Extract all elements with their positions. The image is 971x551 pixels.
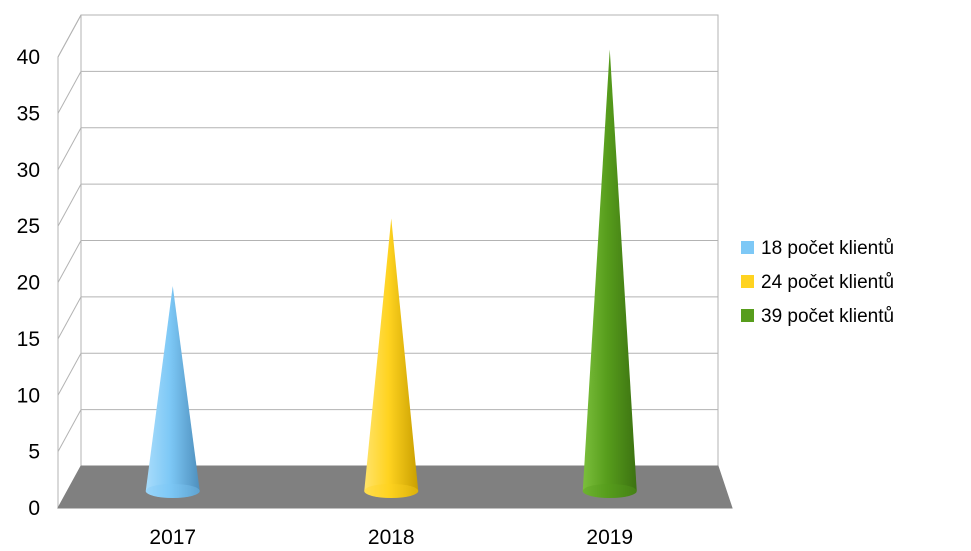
y-axis: 0 5 10 15 20 25 30 35 40 (17, 46, 40, 520)
x-tick-label: 2017 (149, 526, 196, 549)
x-axis: 2017 2018 2019 (149, 526, 633, 549)
gridline-side (57, 296, 82, 340)
gridline-side (57, 183, 82, 227)
y-tick-label: 35 (17, 102, 40, 125)
legend-entry: 24 počet klientů (761, 272, 894, 293)
cone-body (582, 49, 637, 499)
x-tick-label: 2018 (368, 526, 415, 549)
cone-2018 (364, 218, 419, 499)
gridline-side (57, 240, 82, 283)
cone-body (364, 218, 419, 499)
y-tick-label: 20 (17, 272, 40, 295)
y-tick-label: 0 (28, 497, 40, 520)
y-tick-label: 15 (17, 328, 40, 351)
legend-swatch (741, 275, 754, 288)
y-tick-label: 25 (17, 215, 40, 238)
gridline-side (57, 127, 82, 170)
x-tick-label: 2019 (586, 526, 633, 549)
legend-swatch (741, 309, 754, 322)
y-tick-label: 40 (17, 46, 40, 69)
cone-base (582, 484, 637, 498)
gridline-side (57, 14, 82, 58)
gridline-side (57, 71, 82, 114)
gridline-side (57, 409, 82, 452)
cone-base (145, 484, 200, 498)
legend: 18 počet klientů 24 počet klientů 39 počet… (741, 238, 894, 327)
cone-body (145, 286, 200, 499)
cone-series (145, 49, 637, 499)
legend-entry: 18 počet klientů (761, 238, 894, 259)
legend-swatch (741, 241, 754, 254)
legend-entry: 39 počet klientů (761, 306, 894, 327)
cone-2017 (145, 286, 200, 499)
y-tick-label: 30 (17, 159, 40, 182)
gridline-side (57, 353, 82, 396)
y-tick-label: 5 (28, 441, 40, 464)
y-tick-label: 10 (17, 384, 40, 407)
cone-2019 (582, 49, 637, 499)
cone-base (364, 484, 419, 498)
